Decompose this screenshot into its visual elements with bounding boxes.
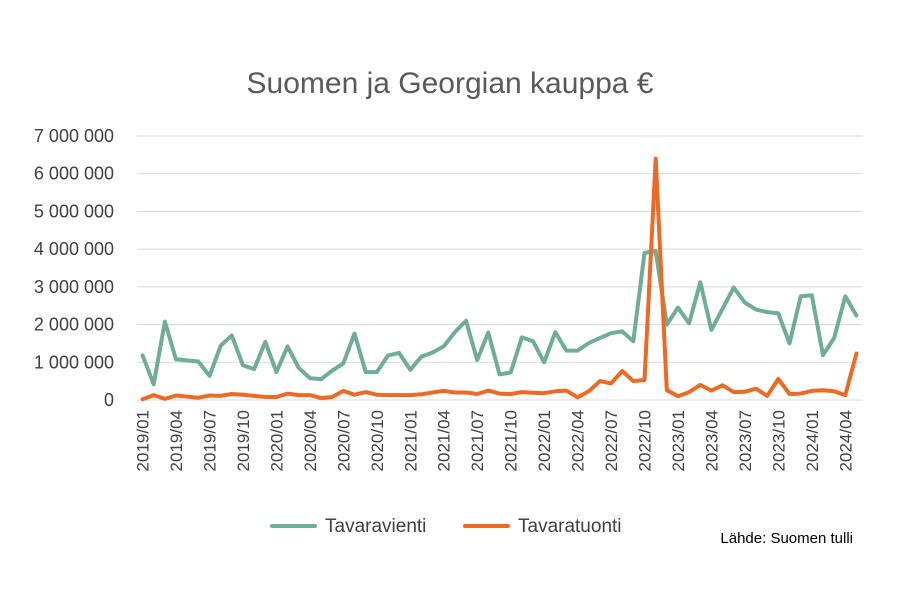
y-tick-label: 3 000 000 (34, 277, 114, 297)
x-tick-label: 2019/04 (167, 410, 186, 471)
legend-label: Tavaratuonti (518, 516, 622, 537)
legend: Tavaravienti Tavaratuonti (270, 516, 622, 537)
chart-title: Suomen ja Georgian kauppa € (247, 67, 654, 100)
x-tick-label: 2020/01 (267, 410, 286, 471)
x-tick-label: 2021/07 (468, 410, 487, 471)
x-tick-label: 2019/01 (134, 410, 153, 471)
y-tick-label: 1 000 000 (34, 352, 114, 372)
x-tick-label: 2024/01 (803, 410, 822, 471)
x-tick-label: 2023/04 (702, 410, 721, 471)
series-lines (140, 156, 859, 402)
y-tick-label: 0 (104, 390, 114, 410)
y-tick-label: 7 000 000 (34, 126, 114, 146)
series-line-tavaratuonti (140, 156, 859, 402)
series-line-tavaravienti (140, 249, 859, 387)
x-tick-label: 2023/10 (769, 410, 788, 471)
y-tick-label: 2 000 000 (34, 315, 114, 335)
y-tick-label: 6 000 000 (34, 164, 114, 184)
legend-label: Tavaravienti (325, 516, 426, 537)
x-tick-label: 2024/04 (836, 410, 855, 471)
x-tick-label: 2019/10 (234, 410, 253, 471)
source-note: Lähde: Suomen tulli (720, 530, 853, 547)
x-tick-label: 2019/07 (201, 410, 220, 471)
x-tick-label: 2020/04 (301, 410, 320, 471)
x-tick-label: 2021/10 (502, 410, 521, 471)
x-tick-label: 2022/01 (535, 410, 554, 471)
x-tick-label: 2021/01 (401, 410, 420, 471)
x-tick-label: 2023/07 (736, 410, 755, 471)
y-tick-label: 4 000 000 (34, 239, 114, 259)
x-tick-label: 2022/10 (636, 410, 655, 471)
x-axis-tick-labels: 2019/01 2019/04 2019/07 2019/10 2020/01 2020/… (134, 410, 856, 471)
y-axis-tick-labels: 0 1 000 000 2 000 000 3 000 000 4 000 000 5 0… (34, 126, 114, 410)
x-tick-label: 2022/04 (569, 410, 588, 471)
y-tick-label: 5 000 000 (34, 201, 114, 221)
x-tick-label: 2023/01 (669, 410, 688, 471)
x-tick-label: 2021/04 (435, 410, 454, 471)
x-tick-label: 2022/07 (602, 410, 621, 471)
x-tick-label: 2020/10 (368, 410, 387, 471)
x-tick-label: 2020/07 (334, 410, 353, 471)
